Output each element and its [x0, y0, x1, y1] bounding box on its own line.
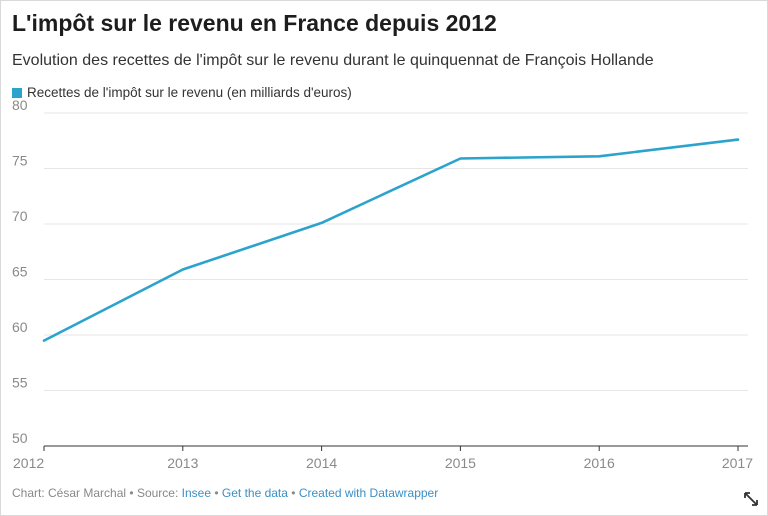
footer-credit: Chart: César Marchal: [12, 486, 127, 500]
y-tick-label: 55: [12, 375, 28, 391]
legend-label: Recettes de l'impôt sur le revenu (en mi…: [27, 85, 352, 100]
y-tick-label: 70: [12, 208, 28, 224]
chart-title: L'impôt sur le revenu en France depuis 2…: [12, 10, 497, 36]
expand-icon[interactable]: [744, 492, 758, 506]
y-tick-label: 75: [12, 153, 28, 169]
x-tick-label: 2012: [13, 455, 44, 471]
get-data-link[interactable]: Get the data: [221, 486, 288, 500]
data-point[interactable]: [316, 217, 328, 229]
x-tick-label: 2016: [584, 455, 615, 471]
y-tick-label: 60: [12, 319, 28, 335]
source-link[interactable]: Insee: [181, 486, 211, 500]
y-tick-label: 50: [12, 430, 28, 446]
data-point[interactable]: [732, 134, 744, 146]
chart-subtitle: Evolution des recettes de l'impôt sur le…: [12, 52, 654, 69]
y-tick-label: 65: [12, 264, 28, 280]
x-tick-label: 2017: [722, 455, 753, 471]
series-line: [42, 138, 740, 342]
data-point[interactable]: [38, 335, 50, 347]
legend-swatch: [12, 87, 22, 98]
y-tick-label: 80: [12, 97, 28, 113]
footer-separator: •: [291, 486, 296, 500]
x-tick-label: 2015: [445, 455, 476, 471]
footer-separator: •: [214, 486, 219, 500]
data-point[interactable]: [454, 153, 466, 165]
x-tick-label: 2013: [167, 455, 198, 471]
chart-footer: Chart: César Marchal • Source: Insee • G…: [12, 486, 438, 500]
legend: Recettes de l'impôt sur le revenu (en mi…: [12, 85, 352, 100]
data-point[interactable]: [177, 264, 189, 276]
datawrapper-link[interactable]: Created with Datawrapper: [298, 486, 439, 500]
x-tick-label: 2014: [306, 455, 337, 471]
footer-separator: •: [129, 486, 134, 500]
data-point[interactable]: [593, 150, 605, 162]
footer-source-prefix: Source:: [136, 486, 179, 500]
